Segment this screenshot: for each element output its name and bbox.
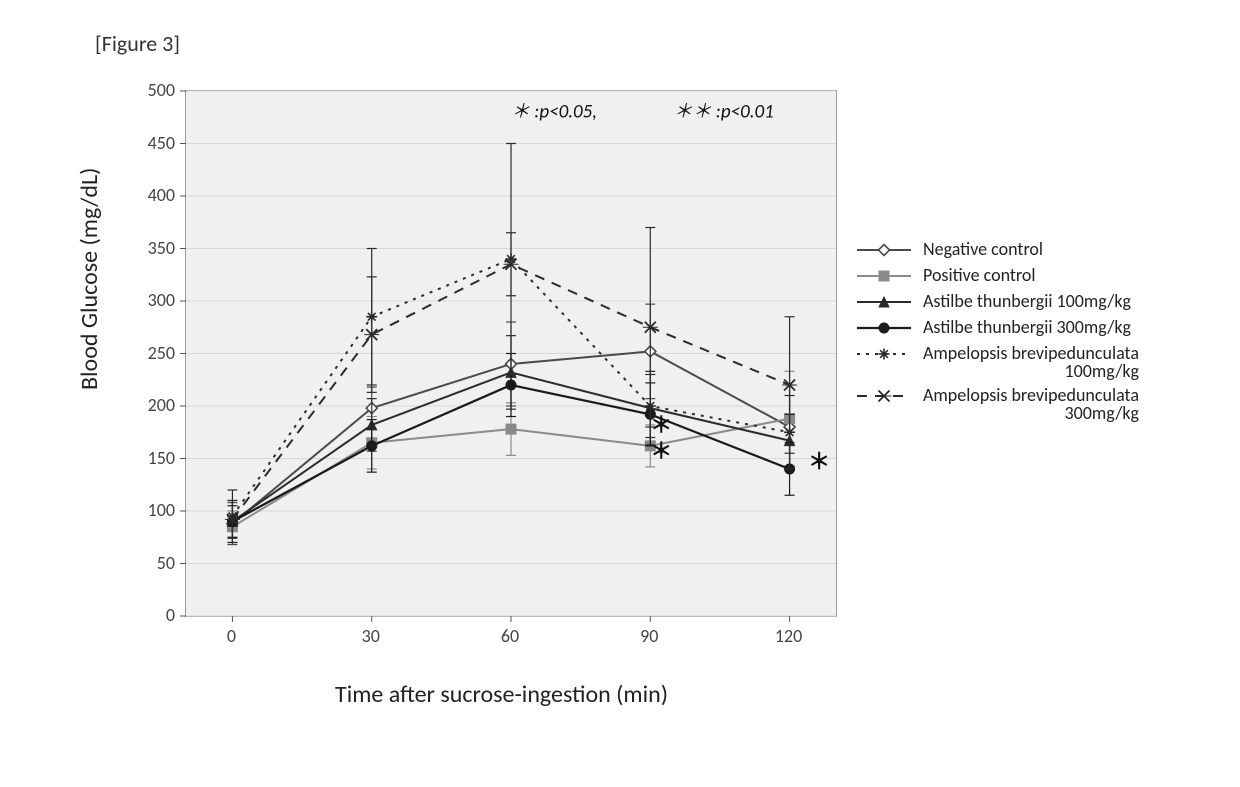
- figure-label: [Figure 3]: [95, 30, 180, 57]
- y-tick-label: 200: [115, 394, 175, 416]
- x-tick-label: 60: [501, 625, 519, 647]
- y-tick-label: 150: [115, 447, 175, 469]
- y-tick-label: 500: [115, 79, 175, 101]
- x-tick-label: 0: [227, 625, 236, 647]
- legend-item: Astilbe thunbergii 300mg/kg: [855, 318, 1139, 338]
- y-tick-label: 100: [115, 499, 175, 521]
- legend-label: Positive control: [923, 266, 1036, 284]
- legend-item: Ampelopsis brevipedunculata100mg/kg: [855, 344, 1139, 380]
- x-tick-label: 30: [362, 625, 380, 647]
- svg-text:＊: ＊: [808, 448, 830, 475]
- legend-label: Astilbe thunbergii 100mg/kg: [923, 292, 1131, 310]
- y-tick-label: 250: [115, 342, 175, 364]
- legend-label: Negative control: [923, 240, 1043, 258]
- y-tick-label: 50: [115, 552, 175, 574]
- page: [Figure 3] Blood Glucose (mg/dL) Time af…: [0, 0, 1240, 787]
- x-tick-label: 120: [775, 625, 802, 647]
- legend-swatch: [855, 318, 913, 338]
- legend-swatch: [855, 266, 913, 286]
- legend-item: Positive control: [855, 266, 1139, 286]
- y-tick-label: 450: [115, 132, 175, 154]
- y-tick-label: 0: [115, 604, 175, 626]
- chart-svg: ＊＊＊＊ :p<0.05,＊＊ :p<0.01: [186, 91, 836, 616]
- legend-swatch: [855, 344, 913, 364]
- legend-swatch: [855, 292, 913, 312]
- y-tick-label: 300: [115, 289, 175, 311]
- svg-text:＊: ＊: [650, 411, 672, 438]
- x-tick-label: 90: [640, 625, 658, 647]
- y-tick-label: 350: [115, 237, 175, 259]
- legend-label: Ampelopsis brevipedunculata100mg/kg: [923, 344, 1139, 380]
- legend-label: Astilbe thunbergii 300mg/kg: [923, 318, 1131, 336]
- svg-text:＊: ＊: [650, 438, 672, 465]
- chart-container: Blood Glucose (mg/dL) Time after sucrose…: [95, 90, 1145, 730]
- svg-text:＊ :p<0.05,: ＊ :p<0.05,: [511, 100, 597, 123]
- legend-swatch: [855, 240, 913, 260]
- legend-label: Ampelopsis brevipedunculata300mg/kg: [923, 386, 1139, 422]
- legend-swatch: [855, 386, 913, 406]
- svg-text:＊＊ :p<0.01: ＊＊ :p<0.01: [674, 100, 774, 123]
- y-axis-label: Blood Glucose (mg/dL): [75, 168, 104, 390]
- plot-area: ＊＊＊＊ :p<0.05,＊＊ :p<0.01: [185, 90, 837, 617]
- legend-item: Astilbe thunbergii 100mg/kg: [855, 292, 1139, 312]
- legend-item: Negative control: [855, 240, 1139, 260]
- legend-item: Ampelopsis brevipedunculata300mg/kg: [855, 386, 1139, 422]
- legend: Negative control Positive control Astilbe …: [855, 240, 1139, 428]
- x-axis-label: Time after sucrose-ingestion (min): [335, 680, 668, 709]
- y-tick-label: 400: [115, 184, 175, 206]
